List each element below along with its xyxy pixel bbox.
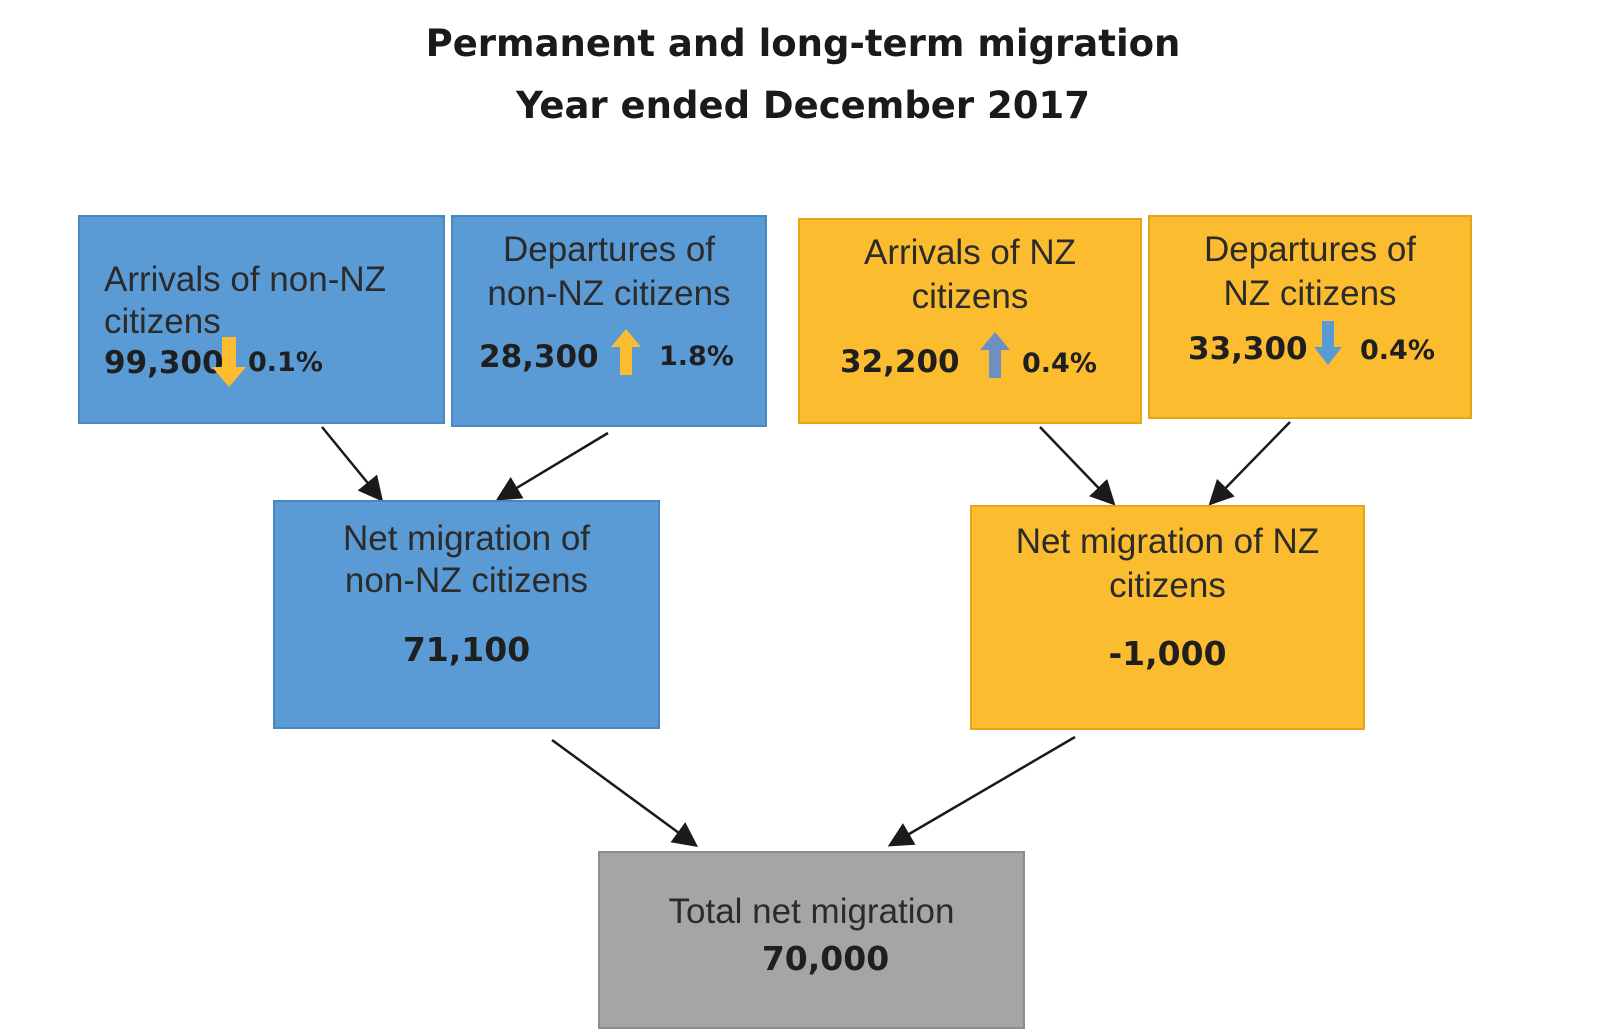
connector-departures-nz-to-net bbox=[1208, 421, 1291, 506]
box-arrivals-nz: Arrivals of NZ citizens 32,200 0.4% bbox=[798, 218, 1142, 424]
box-label: Net migration of NZ bbox=[1015, 522, 1320, 561]
box-departures-non-nz: Departures of non-NZ citizens 28,300 1.8… bbox=[451, 215, 767, 427]
diagram-subtitle: Year ended December 2017 bbox=[515, 84, 1091, 127]
box-label: non-NZ citizens bbox=[487, 274, 731, 313]
box-value: 70,000 bbox=[761, 939, 890, 978]
box-value: 99,300 bbox=[104, 345, 224, 381]
box-label: citizens bbox=[104, 302, 221, 341]
box-value: 28,300 bbox=[479, 339, 599, 375]
connector-net-nz-to-total bbox=[887, 735, 1076, 847]
box-value: 32,200 bbox=[840, 344, 960, 380]
box-change: 0.4% bbox=[1360, 335, 1435, 366]
box-label: Total net migration bbox=[668, 892, 955, 931]
box-label: Arrivals of non-NZ bbox=[104, 260, 387, 299]
box-change: 1.8% bbox=[659, 341, 734, 372]
box-label: citizens bbox=[1109, 566, 1226, 605]
box-change: 0.4% bbox=[1022, 348, 1097, 379]
box-label: Arrivals of NZ bbox=[864, 233, 1076, 272]
box-value: -1,000 bbox=[1108, 634, 1227, 673]
box-label: Departures of bbox=[1203, 230, 1417, 269]
box-label: citizens bbox=[911, 277, 1029, 316]
arrow-up-icon bbox=[611, 329, 641, 375]
box-label: non-NZ citizens bbox=[344, 561, 589, 600]
connector-departures-non-nz-to-net bbox=[495, 431, 609, 501]
box-net-non-nz: Net migration of non-NZ citizens 71,100 bbox=[273, 500, 660, 729]
diagram-title: Permanent and long-term migration bbox=[425, 22, 1181, 65]
connector-net-non-nz-to-total bbox=[551, 738, 699, 847]
box-departures-nz: Departures of NZ citizens 33,300 0.4% bbox=[1148, 215, 1472, 419]
arrow-down-icon bbox=[212, 337, 246, 387]
box-label: Departures of bbox=[502, 230, 716, 269]
box-total-net-migration: Total net migration 70,000 bbox=[598, 851, 1025, 1029]
box-change: 0.1% bbox=[248, 347, 323, 378]
arrow-down-icon bbox=[1314, 321, 1342, 365]
box-value: 33,300 bbox=[1188, 331, 1308, 367]
box-net-nz: Net migration of NZ citizens -1,000 bbox=[970, 505, 1365, 730]
box-label: NZ citizens bbox=[1223, 274, 1397, 313]
box-arrivals-non-nz: Arrivals of non-NZ citizens 99,300 0.1% bbox=[78, 215, 445, 424]
connector-arrivals-non-nz-to-net bbox=[321, 426, 384, 502]
arrow-up-icon bbox=[980, 332, 1010, 378]
box-value: 71,100 bbox=[402, 630, 531, 669]
box-label: Net migration of bbox=[342, 519, 591, 558]
connector-arrivals-nz-to-net bbox=[1039, 426, 1116, 506]
